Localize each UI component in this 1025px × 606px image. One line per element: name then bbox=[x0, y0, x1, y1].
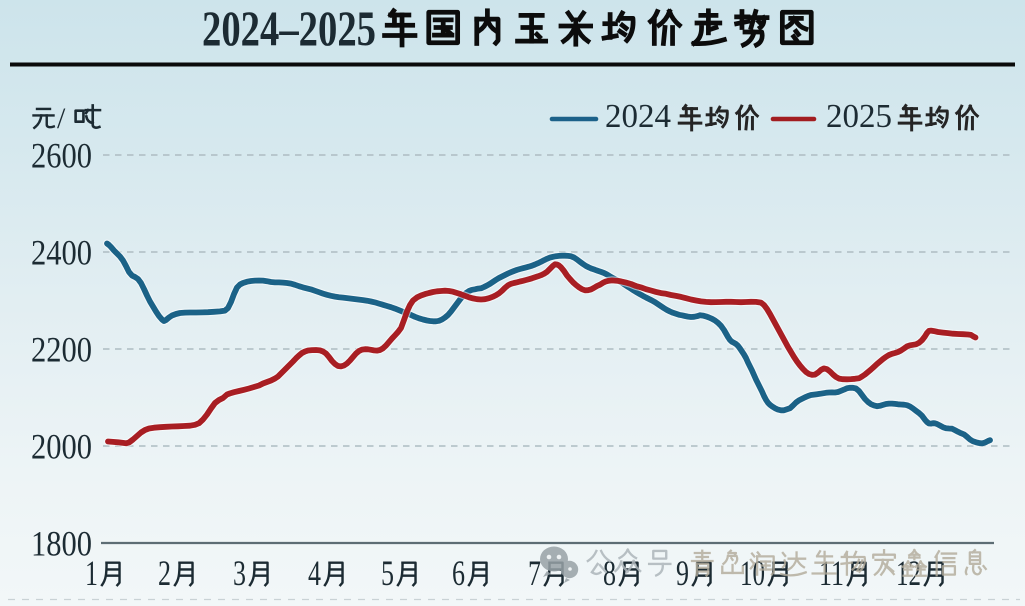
svg-text:10: 10 bbox=[740, 553, 765, 593]
svg-text:3: 3 bbox=[233, 553, 246, 593]
svg-text:6: 6 bbox=[452, 553, 465, 593]
svg-text:2024: 2024 bbox=[605, 98, 671, 135]
svg-text:2000: 2000 bbox=[31, 427, 92, 467]
svg-text:2: 2 bbox=[158, 553, 171, 593]
svg-text:2200: 2200 bbox=[31, 330, 92, 370]
svg-text:/: / bbox=[57, 102, 66, 135]
svg-text:2024–2025: 2024–2025 bbox=[202, 0, 376, 56]
svg-text:2400: 2400 bbox=[31, 233, 92, 273]
svg-text:7: 7 bbox=[528, 553, 541, 593]
svg-text:9: 9 bbox=[676, 553, 689, 593]
svg-text:4: 4 bbox=[308, 553, 321, 593]
svg-text:8: 8 bbox=[603, 553, 616, 593]
svg-text:2025: 2025 bbox=[826, 98, 892, 135]
svg-text:1: 1 bbox=[85, 553, 98, 593]
svg-text:5: 5 bbox=[381, 553, 394, 593]
svg-text:2600: 2600 bbox=[31, 136, 92, 176]
svg-text:1800: 1800 bbox=[31, 524, 92, 564]
